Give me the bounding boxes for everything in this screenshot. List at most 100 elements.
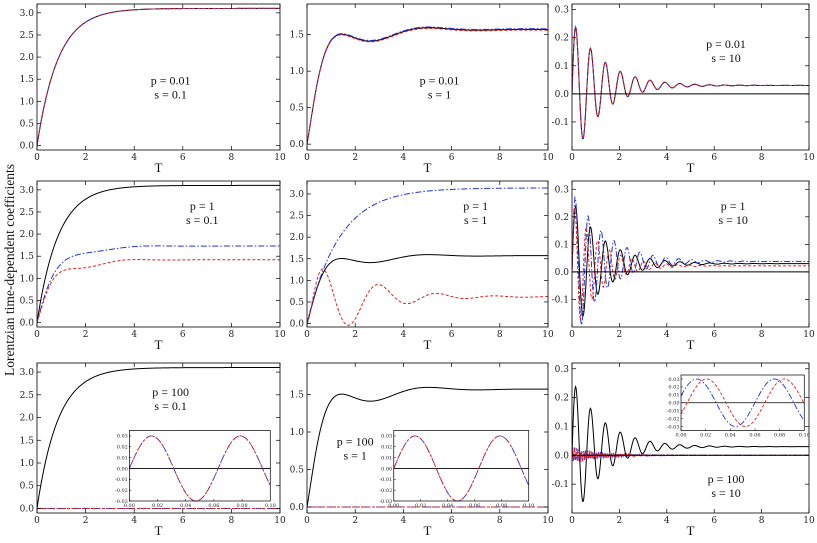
y-tick-label: 1.5 <box>290 391 305 401</box>
x-tick-label: 0 <box>304 330 310 340</box>
series-dashed-r2c3 <box>572 207 809 321</box>
inset-y-tick-label: -0.02 <box>379 488 392 494</box>
series-dash-dot-r1c3 <box>572 25 809 140</box>
x-tick-label: 10 <box>542 330 554 340</box>
inset-y-tick-label: 0.00 <box>117 466 128 472</box>
y-tick-label: 0.1 <box>555 240 569 250</box>
x-tick-label: 0 <box>304 516 310 526</box>
inset-y-tick-label: 0.00 <box>668 401 679 407</box>
y-tick-label: 0.2 <box>555 394 569 404</box>
panel-annotation: p = 0.01 <box>420 73 460 87</box>
series-dash-dot-r2c2 <box>307 187 548 324</box>
x-axis-label: T <box>687 523 695 538</box>
x-tick-label: 6 <box>449 153 455 163</box>
x-tick-label: 0 <box>34 330 40 340</box>
y-tick-label: 0.0 <box>555 90 570 100</box>
y-tick-label: 3.0 <box>20 9 35 19</box>
y-tick-label: 2.5 <box>20 31 35 41</box>
inset-y-tick-label: -0.01 <box>667 408 680 414</box>
y-tick-label: 1.0 <box>20 97 35 107</box>
panel-annotation: p = 100 <box>708 472 745 486</box>
x-tick-label: 6 <box>180 153 186 163</box>
x-axis-label: T <box>155 160 163 175</box>
inset-y-tick-label: 0.02 <box>117 445 128 451</box>
x-tick-label: 6 <box>449 516 455 526</box>
x-tick-label: 8 <box>229 153 235 163</box>
panel-annotation: p = 0.01 <box>151 73 191 87</box>
inset-x-tick-label: 0.08 <box>496 503 507 509</box>
x-tick-label: 10 <box>803 153 815 163</box>
panel-annotation: s = 0.1 <box>154 87 186 101</box>
inset-y-tick-label: -0.01 <box>115 477 128 483</box>
x-tick-label: 4 <box>131 330 137 340</box>
y-tick-label: 0.1 <box>555 422 569 432</box>
x-tick-label: 6 <box>711 516 717 526</box>
y-axis-label: Lorentzian time-dependent coefficients <box>2 164 17 376</box>
series-dashed-r2c1 <box>37 259 280 323</box>
series-dashed-r1c1 <box>37 7 280 146</box>
y-tick-label: 0.5 <box>20 482 35 492</box>
y-tick-label: 0.1 <box>555 62 569 72</box>
x-axis-label: T <box>424 160 432 175</box>
inset-y-tick-label: 0.03 <box>668 377 679 383</box>
plot-frame-r2c1 <box>36 180 281 328</box>
y-tick-label: 1.0 <box>20 274 35 284</box>
inset-y-tick-label: 0.02 <box>668 385 679 391</box>
series-solid-r2c2 <box>307 254 548 324</box>
y-tick-label: 2.0 <box>290 233 305 243</box>
x-tick-label: 8 <box>759 330 765 340</box>
panel-annotation: p = 0.01 <box>706 37 746 51</box>
panel-annotation: p = 1 <box>190 199 215 213</box>
x-tick-label: 2 <box>83 330 89 340</box>
panel-r2c2: 0 2 4 6 8 10 0.0 0.5 1.0 1.5 2.0 2.5 3.0 Tp = 1s = 1 <box>290 180 554 352</box>
series-dash-dot-r2c3 <box>572 195 809 326</box>
x-tick-label: 10 <box>803 516 815 526</box>
panel-r1c3: 0 2 4 6 8 10 -0.1 0.0 0.1 0.2 0.3 Tp = 0.01s = 10 <box>552 3 815 175</box>
inset-x-tick-label: 0.00 <box>124 503 135 509</box>
inset-y-tick-label: 0.01 <box>117 455 128 461</box>
inset-y-tick-label: 0.02 <box>381 445 392 451</box>
series-dashed-r1c3 <box>572 25 809 140</box>
series-dashed-r1c2 <box>307 27 548 145</box>
inset-y-tick-label: -0.01 <box>379 477 392 483</box>
x-tick-label: 10 <box>274 516 286 526</box>
inset-x-tick-label: 0.06 <box>469 503 480 509</box>
y-tick-label: 1.5 <box>20 75 35 85</box>
y-tick-label: -0.1 <box>552 480 569 490</box>
y-tick-label: 0.0 <box>20 504 35 514</box>
y-tick-label: 2.0 <box>20 230 35 240</box>
y-tick-label: 0.5 <box>290 104 305 114</box>
series-solid-r3c3 <box>572 384 809 502</box>
inset-y-tick-label: 0.01 <box>668 393 679 399</box>
panel-annotation: s = 1 <box>343 449 366 463</box>
x-tick-label: 10 <box>274 153 286 163</box>
inset-x-tick-label: 0.02 <box>700 433 711 439</box>
x-tick-label: 0 <box>34 153 40 163</box>
panel-annotation: s = 0.1 <box>154 399 186 413</box>
inset-x-tick-label: 0.00 <box>388 503 399 509</box>
x-tick-label: 4 <box>401 153 407 163</box>
panel-r1c2: 0 2 4 6 8 10 0.0 0.5 1.0 1.5 Tp = 0.01s = 1 <box>290 3 554 175</box>
series-solid-r3c1 <box>37 367 280 509</box>
x-axis-label: T <box>155 523 163 538</box>
inset-r3c3: 0.00 0.02 0.04 0.06 0.08 0.10-0.03-0.02-0.010… <box>667 374 810 439</box>
plot-frame-r3c2 <box>306 362 549 514</box>
inset-x-tick-label: 0.08 <box>237 503 248 509</box>
inset-y-tick-label: -0.03 <box>115 499 128 505</box>
x-tick-label: 6 <box>449 330 455 340</box>
panel-annotation: p = 1 <box>463 199 488 213</box>
inset-x-tick-label: 0.08 <box>774 433 785 439</box>
y-tick-label: 0.0 <box>555 451 570 461</box>
y-tick-label: 3.0 <box>20 186 35 196</box>
series-dash-dot-r2c1 <box>37 245 280 323</box>
series-dash-dot-r1c2 <box>307 26 548 145</box>
y-tick-label: 3.0 <box>290 190 305 200</box>
y-tick-label: 0.0 <box>20 319 35 329</box>
y-tick-label: 0.0 <box>290 140 305 150</box>
plot-frame-r3c1 <box>36 362 281 514</box>
inset-r3c2: 0.00 0.02 0.04 0.06 0.08 0.10 -0.03 -0.02 -0.01 0… <box>379 430 534 509</box>
x-tick-label: 2 <box>352 516 358 526</box>
